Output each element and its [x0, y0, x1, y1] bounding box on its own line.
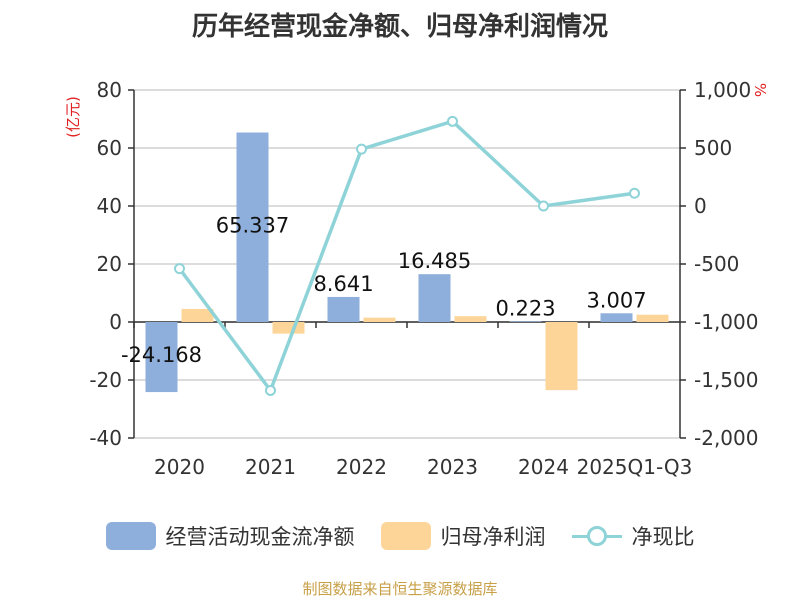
- bar-cashflow: [327, 296, 360, 322]
- data-labels: -24.168 65.337 8.641 16.485 0.223 3.007: [121, 214, 647, 368]
- data-label-cashflow: 8.641: [313, 272, 373, 296]
- data-label-cashflow: -24.168: [121, 343, 202, 367]
- bars: [145, 132, 669, 393]
- bar-cashflow: [509, 321, 542, 322]
- legend-item-netprofit[interactable]: 归母净利润: [380, 521, 546, 551]
- x-tick-label: 2025Q1-Q3: [577, 455, 693, 479]
- legend: 经营活动现金流净额 归母净利润 净现比: [0, 516, 800, 556]
- right-tick-label: -2,000: [694, 426, 758, 450]
- bar-netprofit: [272, 322, 305, 334]
- data-label-cashflow: 65.337: [216, 214, 289, 238]
- bar-cashflow: [418, 274, 451, 322]
- ratio-point: [538, 200, 549, 212]
- left-tick-label: 80: [97, 78, 122, 102]
- source-note: 制图数据来自恒生聚源数据库: [302, 580, 498, 598]
- left-axis-unit: (亿元): [64, 96, 82, 138]
- right-tick-label: 0: [694, 194, 707, 218]
- left-tick-label: 60: [97, 136, 122, 160]
- bar-netprofit: [545, 322, 578, 391]
- ratio-point: [356, 143, 367, 155]
- ratio-line: [174, 115, 640, 396]
- ratio-point: [174, 263, 185, 275]
- right-axis-unit: %: [751, 83, 769, 97]
- data-label-cashflow: 3.007: [586, 288, 646, 312]
- legend-swatch-ratio: [571, 522, 622, 550]
- left-tick-label: 20: [97, 252, 122, 276]
- x-tick-label: 2024: [518, 455, 569, 479]
- bar-cashflow: [600, 313, 633, 322]
- data-label-cashflow: 0.223: [495, 296, 555, 320]
- legend-swatch-netprofit: [380, 522, 431, 550]
- bar-netprofit: [636, 314, 669, 322]
- right-tick-label: 1,000: [694, 78, 751, 102]
- legend-label-cashflow: 经营活动现金流净额: [165, 525, 355, 549]
- bar-netprofit: [363, 317, 396, 322]
- ratio-point: [265, 384, 276, 396]
- legend-label-netprofit: 归母净利润: [440, 525, 546, 549]
- x-tick-label: 2020: [154, 455, 205, 479]
- legend-item-cashflow[interactable]: 经营活动现金流净额: [105, 521, 355, 551]
- legend-item-ratio[interactable]: 净现比: [571, 521, 695, 551]
- bar-netprofit: [454, 316, 487, 322]
- x-tick-label: 2023: [427, 455, 478, 479]
- left-tick-label: -40: [89, 426, 122, 450]
- right-tick-label: -500: [694, 252, 739, 276]
- bar-cashflow: [145, 322, 178, 393]
- ratio-point: [447, 115, 458, 127]
- chart-title: 历年经营现金净额、归母净利润情况: [191, 12, 608, 42]
- bar-cashflow: [236, 132, 269, 322]
- axes: -40 -20 0 20 40 60 80 -2,000 -1,500 -1,000 -500 0 50…: [89, 78, 758, 479]
- bar-netprofit: [181, 308, 214, 322]
- right-tick-label: 500: [694, 136, 732, 160]
- legend-label-ratio: 净现比: [631, 525, 695, 549]
- right-tick-label: -1,000: [694, 310, 758, 334]
- left-tick-label: -20: [89, 368, 122, 392]
- x-tick-label: 2022: [336, 455, 387, 479]
- ratio-polyline: [178, 119, 635, 393]
- left-tick-label: 40: [97, 194, 122, 218]
- right-tick-label: -1,500: [694, 368, 758, 392]
- chart-canvas: -40 -20 0 20 40 60 80 -2,000 -1,500 -1,000 -500 0 50…: [64, 78, 769, 479]
- x-tick-label: 2021: [245, 455, 296, 479]
- left-tick-label: 0: [109, 310, 122, 334]
- data-label-cashflow: 16.485: [398, 249, 471, 273]
- ratio-point: [629, 187, 640, 199]
- legend-swatch-cashflow: [105, 522, 156, 550]
